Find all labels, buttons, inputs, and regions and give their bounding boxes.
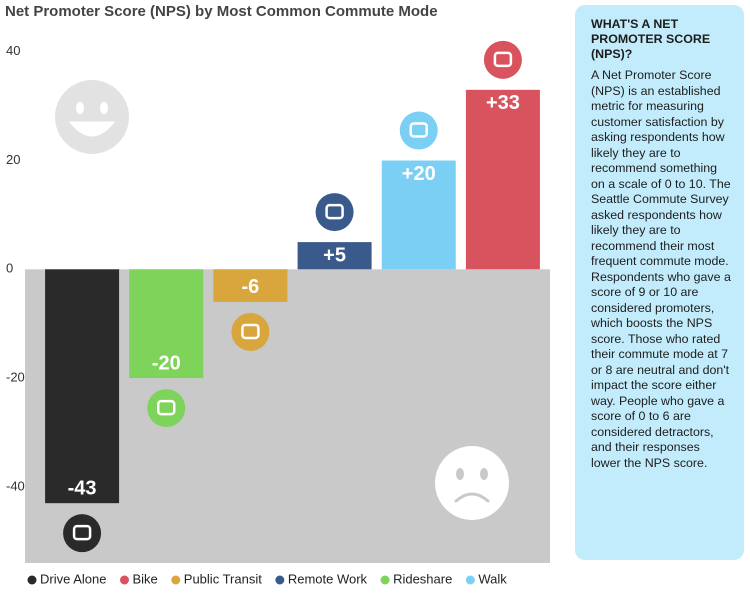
- value-label: +33: [486, 92, 520, 114]
- bar: [381, 160, 456, 270]
- mode-icon: [483, 40, 522, 79]
- face-mouth: [68, 121, 116, 137]
- chart: Net Promoter Score (NPS) by Most Common …: [5, 3, 550, 586]
- y-tick-label: -20: [6, 370, 25, 385]
- value-label: -43: [68, 477, 97, 499]
- y-tick-label: 0: [6, 261, 13, 276]
- sidebar-body: A Net Promoter Score (NPS) is an establi…: [591, 68, 731, 470]
- legend-swatch: [27, 575, 37, 585]
- chart-title: Net Promoter Score (NPS) by Most Common …: [5, 3, 438, 20]
- mode-icon: [63, 514, 102, 553]
- face-eye: [76, 102, 84, 114]
- face-icon: [435, 446, 509, 520]
- mode-icon-glyph: [325, 203, 344, 220]
- value-label: +5: [323, 244, 346, 266]
- sidebar: WHAT'S A NET PROMOTER SCORE (NPS)? A Net…: [575, 5, 744, 560]
- legend-label: Drive Alone: [40, 571, 106, 586]
- value-label: -20: [152, 352, 181, 374]
- legend-swatch: [171, 575, 181, 585]
- mode-icon: [399, 111, 438, 150]
- legend-swatch: [465, 575, 475, 585]
- mode-icon: [147, 389, 186, 428]
- bar: [45, 269, 120, 504]
- bar: [297, 242, 372, 270]
- face-eye: [456, 468, 464, 480]
- value-label: -6: [242, 276, 260, 298]
- face-icon: [55, 80, 129, 154]
- mode-icon-glyph: [409, 122, 428, 138]
- mode-icon-glyph: [241, 323, 260, 340]
- legend-label: Remote Work: [288, 571, 368, 586]
- mode-icon: [315, 193, 354, 232]
- face-eye: [480, 468, 488, 480]
- legend-label: Public Transit: [184, 571, 262, 586]
- face-eye: [100, 102, 108, 114]
- legend-label: Walk: [478, 571, 507, 586]
- sidebar-title: WHAT'S A NET PROMOTER SCORE (NPS)?: [591, 17, 711, 61]
- mode-icon-glyph: [157, 399, 176, 416]
- mode-icon: [231, 312, 270, 351]
- value-label: +20: [402, 163, 436, 185]
- mode-icon-glyph: [72, 524, 92, 541]
- y-tick-label: 20: [6, 152, 20, 167]
- bar: [129, 269, 204, 379]
- legend-swatch: [275, 575, 285, 585]
- bar: [465, 89, 540, 270]
- y-tick-label: -40: [6, 478, 25, 493]
- legend-label: Rideshare: [393, 571, 452, 586]
- y-tick-label: 40: [6, 43, 20, 58]
- legend-label: Bike: [132, 571, 157, 586]
- mode-icon-glyph: [493, 51, 513, 68]
- face-mouth: [454, 492, 490, 503]
- legend-swatch: [380, 575, 390, 585]
- bar: [213, 269, 288, 302]
- legend-swatch: [119, 575, 129, 585]
